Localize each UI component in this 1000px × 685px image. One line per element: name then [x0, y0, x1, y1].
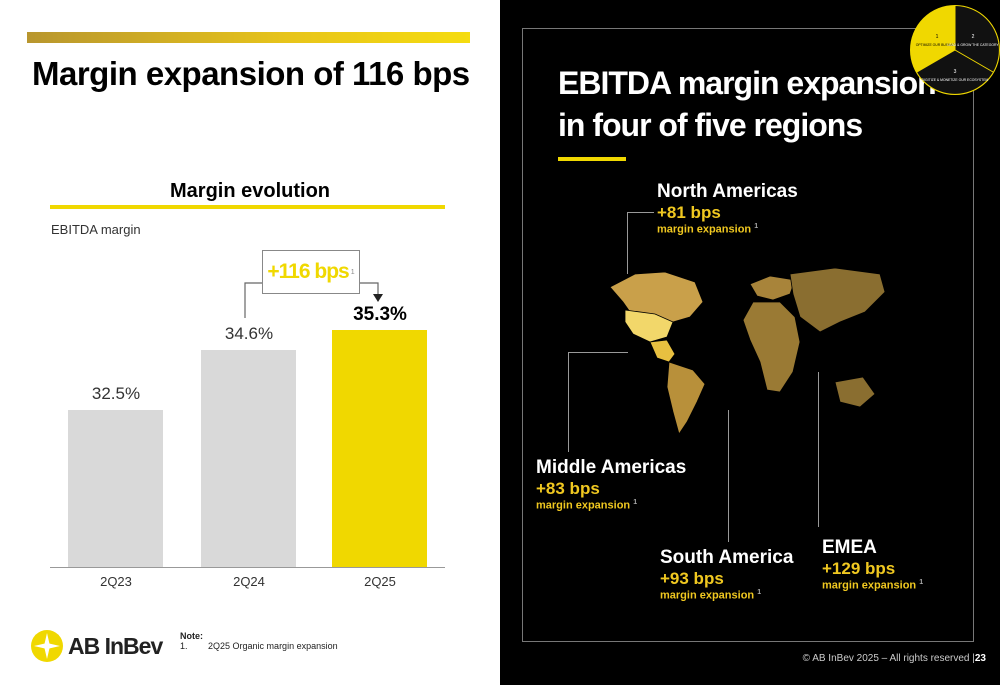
region-north-americas: North Americas +81 bps margin expansion …	[657, 181, 798, 236]
region-bps: +93 bps	[660, 569, 724, 588]
copyright: © AB InBev 2025 – All rights reserved |2…	[803, 653, 986, 664]
regions-title: EBITDA margin expansion in four of five …	[558, 62, 937, 146]
chart-title-underline	[50, 205, 445, 209]
wheel-seg-1: OPTIMIZE OUR BUSINESS	[916, 43, 959, 47]
bar-value-label: 32.5%	[91, 383, 141, 403]
logo-text: AB InBev	[68, 632, 163, 659]
region-bps: +81 bps	[657, 203, 721, 222]
region-emea: EMEA +129 bps margin expansion 1	[822, 537, 923, 592]
title-underline	[558, 157, 626, 161]
region-bps: +129 bps	[822, 559, 896, 578]
strategy-wheel-icon: 1 OPTIMIZE OUR BUSINESS 2 LEAD & GROW TH…	[910, 5, 1000, 95]
world-map	[609, 267, 886, 435]
bar-2Q23	[68, 409, 163, 567]
wheel-seg-3: DIGITIZE & MONETIZE OUR ECOSYSTEM	[922, 78, 989, 82]
leader-north	[627, 212, 628, 274]
region-bps: +83 bps	[536, 479, 600, 498]
regions-title-line1: EBITDA margin expansion	[558, 65, 937, 101]
leader-north-h	[627, 212, 654, 213]
region-name: North Americas	[657, 181, 798, 202]
x-axis-line	[50, 567, 445, 568]
region-desc: margin expansion 1	[536, 499, 638, 512]
leader-south	[728, 410, 729, 542]
abinbev-logo: AB InBev	[30, 629, 163, 663]
bar-value-label: 34.6%	[224, 323, 274, 343]
right-panel: EBITDA margin expansion in four of five …	[500, 0, 1000, 685]
region-name: EMEA	[822, 537, 877, 558]
wheel-seg-2: LEAD & GROW THE CATEGORY	[947, 43, 999, 47]
note-title: Note:	[180, 631, 203, 641]
bps-badge-value: +116 bps	[267, 260, 349, 283]
region-desc: margin expansion 1	[822, 579, 924, 592]
leader-middle-h	[568, 352, 628, 353]
left-panel: Margin expansion of 116 bps Margin evolu…	[27, 32, 471, 663]
region-name: South America	[660, 547, 794, 568]
x-tick-label: 2Q24	[233, 574, 265, 589]
region-south-america: South America +93 bps margin expansion 1	[660, 547, 793, 602]
leader-middle	[568, 352, 569, 452]
region-desc: margin expansion 1	[660, 589, 762, 602]
wheel-number-2: 2	[972, 34, 975, 40]
bar-2Q24	[201, 349, 296, 567]
note-number: 1.	[180, 641, 188, 651]
regions-title-line2: in four of five regions	[558, 107, 863, 143]
copyright-text: © AB InBev 2025 – All rights reserved |	[802, 653, 975, 664]
leader-emea	[818, 372, 819, 527]
x-tick-label: 2Q23	[100, 574, 132, 589]
bps-badge: +116 bps 1	[262, 250, 360, 294]
wheel-number-3: 3	[954, 69, 957, 75]
footnote: Note: 1. 2Q25 Organic margin expansion	[180, 631, 338, 651]
bar-2Q25	[332, 330, 427, 567]
wheel-number-1: 1	[936, 34, 939, 40]
page-title: Margin expansion of 116 bps	[32, 55, 470, 92]
bar-value-label: 35.3%	[353, 304, 407, 325]
gold-accent-bar	[27, 32, 470, 43]
region-middle-americas: Middle Americas +83 bps margin expansion…	[536, 457, 686, 512]
panel-frame	[522, 28, 974, 642]
chart-title: Margin evolution	[170, 180, 330, 202]
region-desc: margin expansion 1	[657, 223, 759, 236]
page-number: 23	[974, 653, 986, 664]
bps-connector	[244, 282, 383, 318]
logo-icon	[31, 630, 63, 662]
bps-badge-sup: 1	[350, 268, 355, 276]
x-tick-label: 2Q25	[364, 574, 396, 589]
note-text: 2Q25 Organic margin expansion	[208, 641, 338, 651]
region-name: Middle Americas	[536, 457, 687, 478]
metric-label: EBITDA margin	[51, 222, 141, 237]
